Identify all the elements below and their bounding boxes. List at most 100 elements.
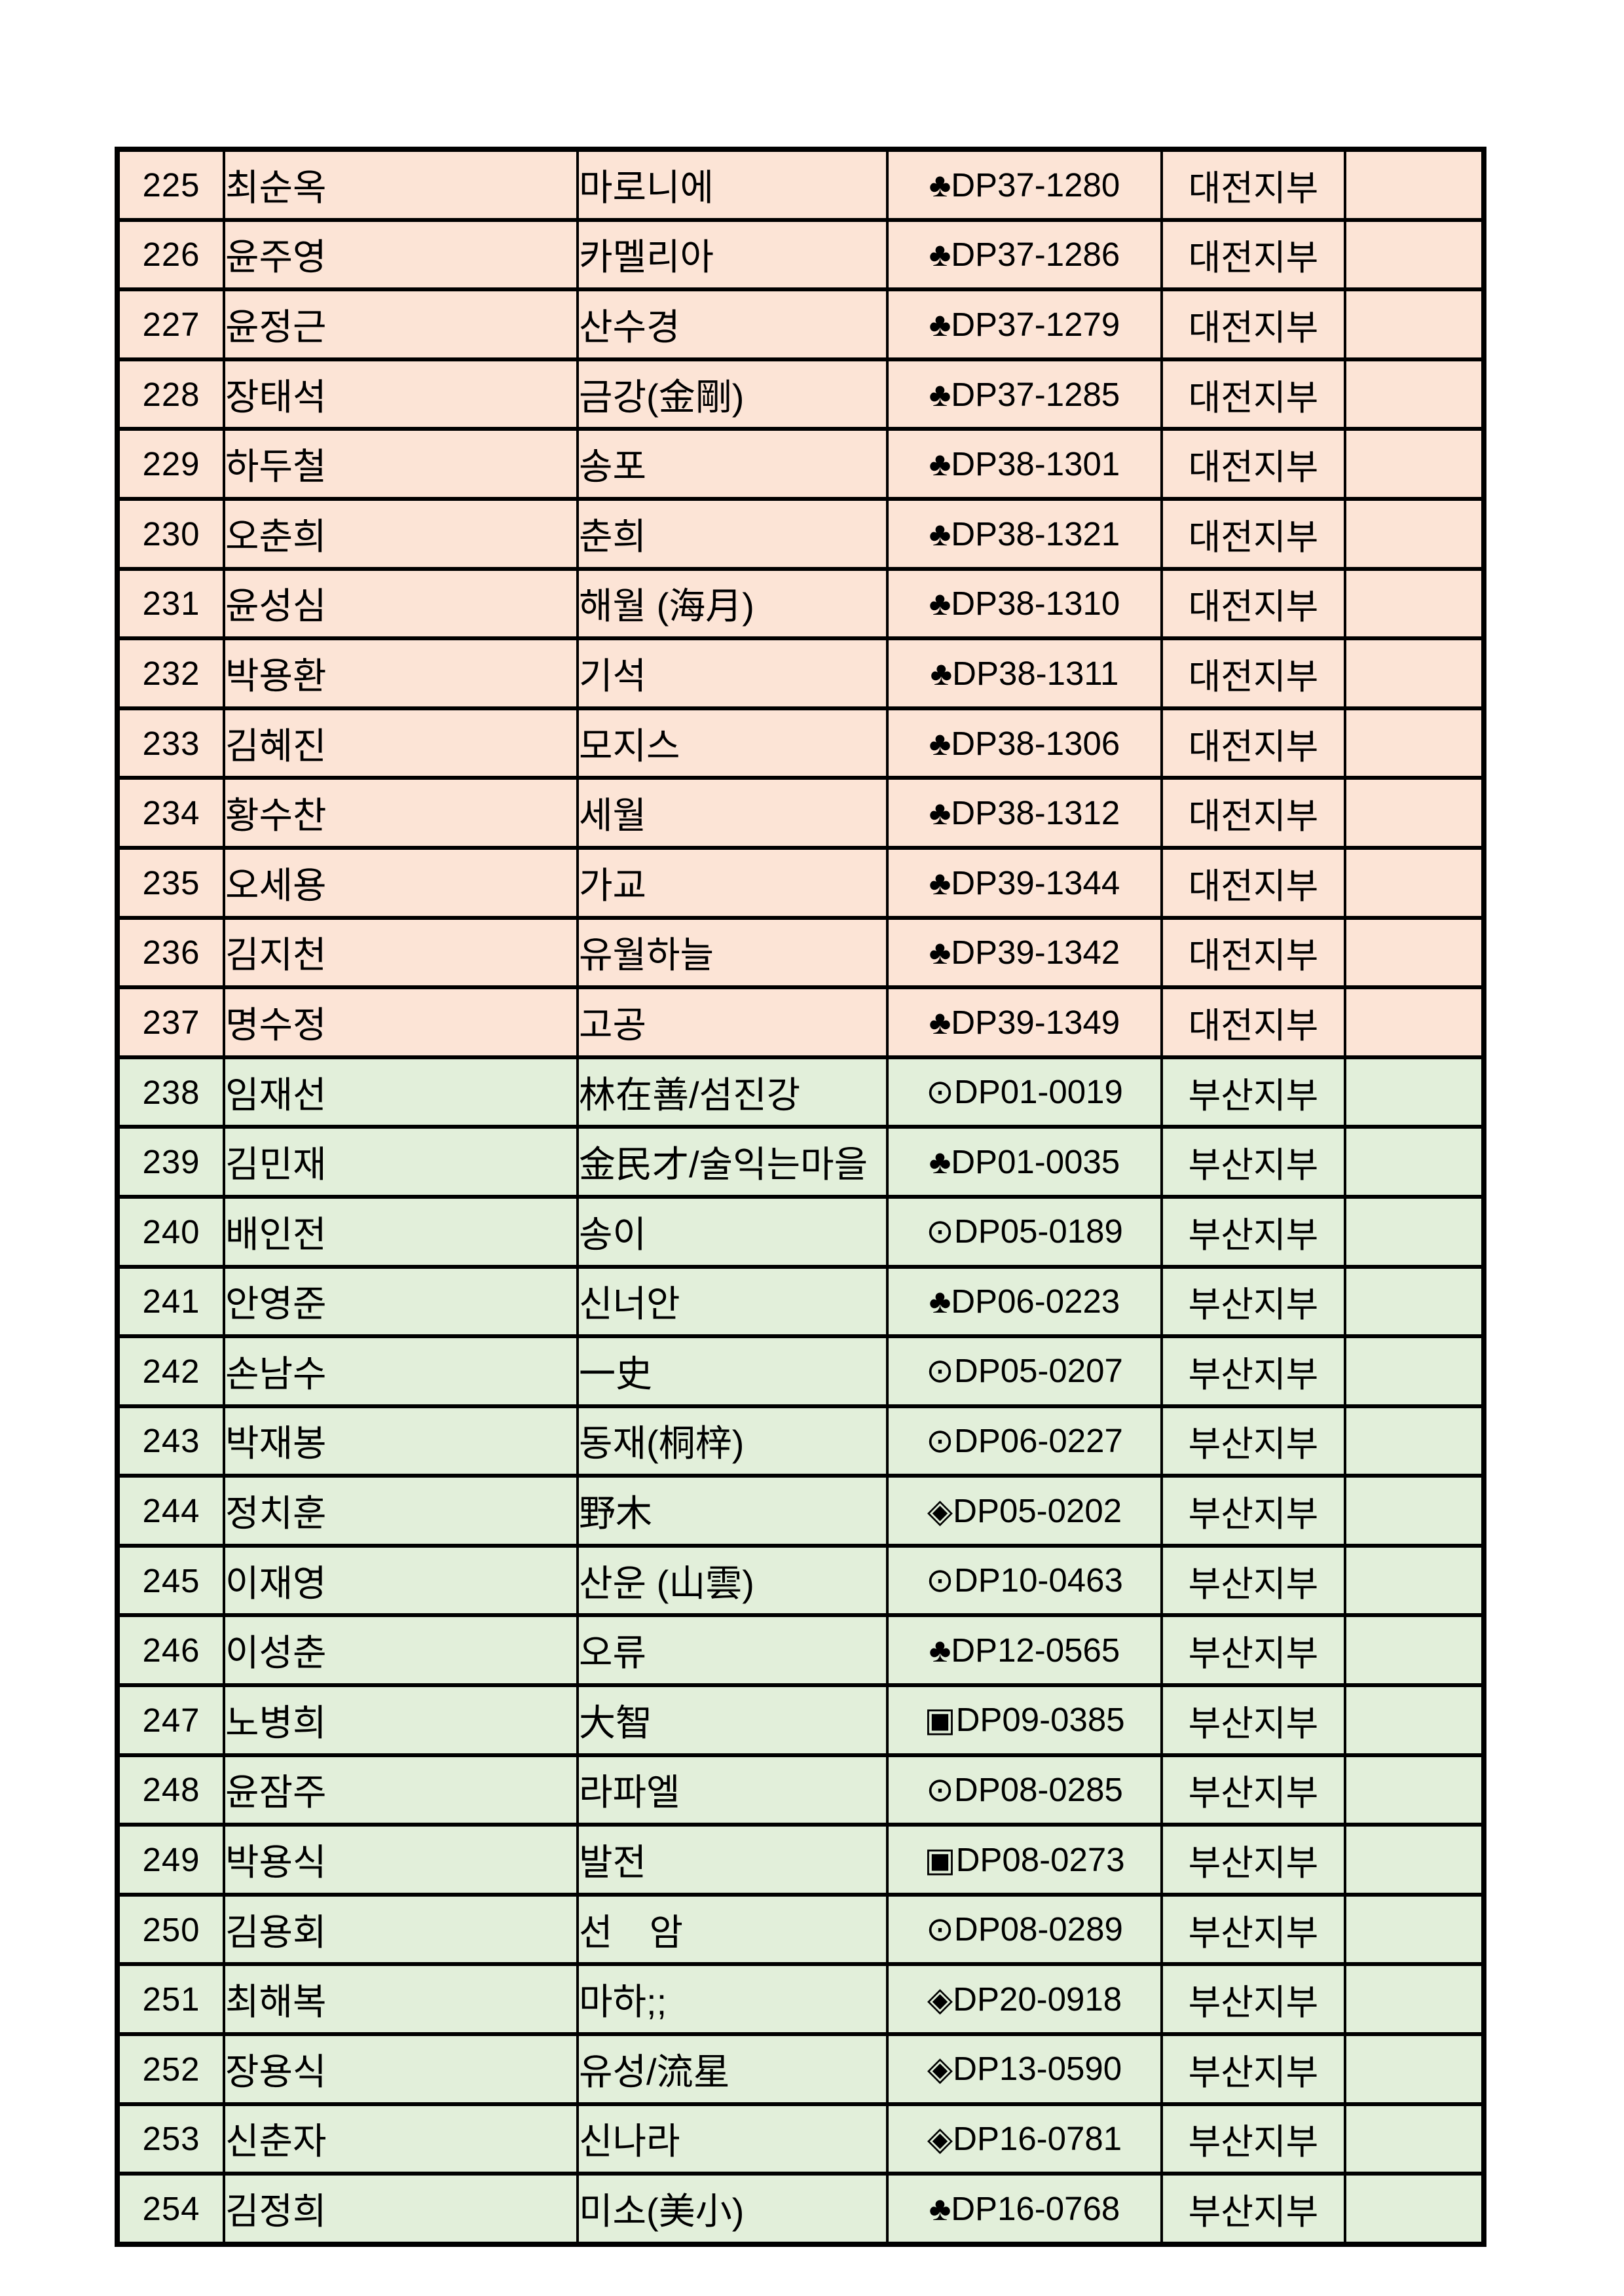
code-text: DP09-0385 [955,1701,1125,1739]
member-code-cell: ♣DP39-1342 [886,915,1163,990]
member-code-cell: ♣DP39-1349 [886,985,1163,1059]
pen-name-cell: 춘희 [576,496,889,571]
row-number-cell: 243 [116,1404,225,1478]
branch-cell: 대전지부 [1160,776,1346,850]
code-text: DP06-0223 [951,1283,1120,1321]
pen-name-cell: 유월하늘 [576,915,889,990]
code-text: DP38-1301 [951,445,1120,483]
member-name-cell: 임재선 [223,1055,579,1129]
pen-name-cell: 林在善/섬진강 [576,1055,889,1129]
row-number-cell: 240 [116,1194,225,1269]
table-row: 234 황수찬 세월 ♣DP38-1312 대전지부 [116,776,1485,850]
code-text: DP05-0207 [953,1352,1123,1390]
code-symbol-icon: ⊙ [926,1421,954,1459]
note-cell [1344,2102,1485,2176]
table-row: 239 김민재 金民才/술익는마을 ♣DP01-0035 부산지부 [116,1125,1485,1199]
member-code-cell: ♣DP37-1279 [886,287,1163,361]
code-symbol-icon: ♣ [929,305,951,343]
pen-name-cell: 산운 (山雲) [576,1543,889,1618]
row-number-cell: 250 [116,1892,225,1967]
member-name-cell: 최해복 [223,1962,579,2037]
member-name-cell: 김지천 [223,915,579,990]
row-number-cell: 251 [116,1962,225,2037]
table-row: 230 오춘희 춘희 ♣DP38-1321 대전지부 [116,496,1485,571]
row-number-cell: 254 [116,2172,225,2246]
code-symbol-icon: ◈ [927,2050,953,2088]
branch-cell: 대전지부 [1160,287,1346,361]
code-symbol-icon: ▣ [924,1701,956,1739]
member-name-cell: 박재봉 [223,1404,579,1478]
member-name-cell: 이성춘 [223,1613,579,1688]
code-text: DP05-0189 [953,1212,1123,1250]
table-row: 252 장용식 유성/流星 ◈DP13-0590 부산지부 [116,2032,1485,2106]
member-name-cell: 명수정 [223,985,579,1059]
note-cell [1344,1962,1485,2037]
note-cell [1344,147,1485,222]
note-cell [1344,1474,1485,1548]
code-text: DP08-0289 [953,1910,1123,1948]
table-row: 231 윤성심 해월 (海月) ♣DP38-1310 대전지부 [116,566,1485,641]
note-cell [1344,706,1485,780]
table-row: 251 최해복 마하;; ◈DP20-0918 부산지부 [116,1962,1485,2037]
code-symbol-icon: ▣ [924,1840,956,1878]
table-row: 225 최순옥 마로니에 ♣DP37-1280 대전지부 [116,147,1485,222]
note-cell [1344,1125,1485,1199]
code-text: DP37-1286 [951,236,1120,274]
branch-cell: 부산지부 [1160,1683,1346,1757]
code-text: DP12-0565 [951,1631,1120,1669]
member-code-cell: ♣DP38-1301 [886,427,1163,501]
note-cell [1344,566,1485,641]
table-row: 240 배인전 송이 ⊙DP05-0189 부산지부 [116,1194,1485,1269]
code-symbol-icon: ◈ [927,1980,953,2018]
row-number-cell: 246 [116,1613,225,1688]
member-code-cell: ♣DP06-0223 [886,1264,1163,1339]
code-symbol-icon: ⊙ [926,1352,954,1390]
code-symbol-icon: ♣ [929,236,951,274]
pen-name-cell: 신너안 [576,1264,889,1339]
code-text: DP39-1344 [951,864,1120,902]
row-number-cell: 231 [116,566,225,641]
branch-cell: 부산지부 [1160,2102,1346,2176]
row-number-cell: 237 [116,985,225,1059]
pen-name-cell: 마로니에 [576,147,889,222]
row-number-cell: 234 [116,776,225,850]
table-row: 254 김정희 미소(美小) ♣DP16-0768 부산지부 [116,2172,1485,2246]
pen-name-cell: 송포 [576,427,889,501]
pen-name-cell: 카멜리아 [576,217,889,292]
code-text: DP16-0781 [953,2119,1122,2157]
member-name-cell: 김용회 [223,1892,579,1967]
code-text: DP10-0463 [953,1561,1123,1599]
member-name-cell: 하두철 [223,427,579,501]
branch-cell: 대전지부 [1160,217,1346,292]
member-name-cell: 정치훈 [223,1474,579,1548]
member-name-cell: 윤성심 [223,566,579,641]
branch-cell: 대전지부 [1160,357,1346,431]
code-symbol-icon: ♣ [929,1283,951,1321]
code-text: DP37-1279 [951,305,1120,343]
member-name-cell: 윤주영 [223,217,579,292]
pen-name-cell: 가교 [576,845,889,920]
member-name-cell: 장용식 [223,2032,579,2106]
note-cell [1344,1404,1485,1478]
member-name-cell: 김민재 [223,1125,579,1199]
code-symbol-icon: ♣ [929,934,951,972]
code-text: DP16-0768 [951,2190,1120,2228]
code-text: DP37-1280 [951,166,1120,204]
member-name-cell: 오세용 [223,845,579,920]
code-symbol-icon: ♣ [929,515,951,553]
note-cell [1344,776,1485,850]
code-text: DP01-0035 [951,1143,1120,1181]
pen-name-cell: 신나라 [576,2102,889,2176]
row-number-cell: 245 [116,1543,225,1618]
table-row: 253 신춘자 신나라 ◈DP16-0781 부산지부 [116,2102,1485,2176]
member-code-cell: ♣DP38-1312 [886,776,1163,850]
code-symbol-icon: ♣ [929,1003,951,1041]
table-row: 233 김혜진 모지스 ♣DP38-1306 대전지부 [116,706,1485,780]
pen-name-cell: 野木 [576,1474,889,1548]
code-symbol-icon: ♣ [929,794,951,832]
note-cell [1344,636,1485,710]
row-number-cell: 248 [116,1753,225,1827]
code-symbol-icon: ♣ [929,1143,951,1181]
row-number-cell: 247 [116,1683,225,1757]
branch-cell: 부산지부 [1160,1962,1346,2037]
